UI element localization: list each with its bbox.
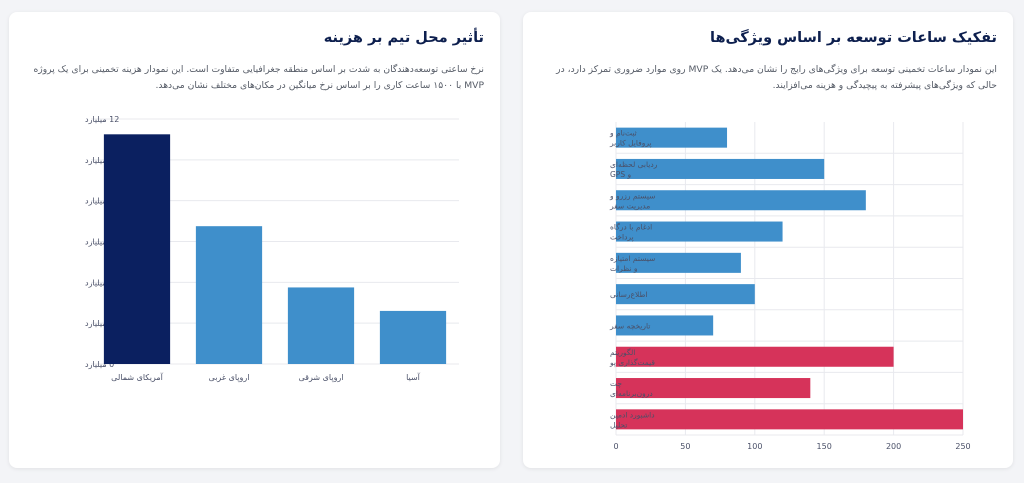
x-tick-label: 250 (955, 442, 970, 451)
y-tick-label: قیمت‌گذاری پو (609, 358, 655, 367)
y-tick-label: درون‌برنامه‌ای (610, 389, 653, 398)
x-tick-label: 100 (747, 442, 762, 451)
x-tick-label: آمریکای شمالی (111, 372, 163, 382)
y-tick-label: داشبورد ادمین (610, 410, 655, 419)
y-tick-label: تاریخچه سفر (609, 321, 650, 330)
y-tick-label: چت (610, 379, 622, 388)
y-tick-label: سیستم رزرو و (609, 191, 655, 200)
y-tick-label: 4 میلیارد (85, 278, 114, 287)
hbar-10 (616, 409, 963, 430)
location-cost-bar-chart: 0 میلیارد 2 میلیارد 4 میلیارد 6 میلیارد 8 می… (85, 115, 459, 382)
y-tick-label: ادغام با درگاه (610, 223, 652, 232)
x-tick-label: اروپای غربی (209, 373, 250, 382)
hbar-1 (616, 127, 728, 148)
y-tick-label: الگوریتم (610, 348, 635, 357)
left-card-description: نرخ ساعتی توسعه‌دهندگان به شدت بر اساس م… (33, 64, 484, 91)
bar-4 (379, 310, 447, 364)
y-tick-label: و GPS (610, 170, 631, 179)
x-tick-label: آسیا (406, 372, 421, 382)
y-tick-label: پروفایل کاربر (609, 139, 652, 148)
bar-2 (195, 226, 263, 364)
y-tick-label: مدیریت سفر (609, 201, 650, 210)
x-tick-label: 50 (680, 442, 690, 451)
y-tick-label: ثبت‌نام و (609, 129, 637, 138)
hbar-6 (616, 284, 755, 305)
bar-1 (103, 134, 171, 364)
left-card-title: تأثیر محل تیم بر هزینه (323, 30, 484, 46)
hbar-8 (616, 346, 894, 367)
bar-3 (287, 287, 355, 364)
hbar-3 (616, 190, 866, 211)
right-card-description: این نمودار ساعات تخمینی توسعه برای ویژگی… (556, 64, 997, 91)
hbar-9 (616, 378, 811, 399)
y-tick-label: 8 میلیارد (85, 197, 114, 206)
hbar-7 (616, 315, 714, 336)
x-tick-label: 200 (886, 442, 901, 451)
x-tick-label: 150 (817, 442, 832, 451)
y-tick-label: 2 میلیارد (85, 319, 114, 328)
right-card-title: تفکیک ساعات توسعه بر اساس ویژگی‌ها (710, 30, 997, 46)
y-tick-label: 0 میلیارد (85, 360, 114, 369)
hbar-2 (616, 158, 825, 179)
y-tick-label: اطلاع‌رسانی (610, 290, 648, 299)
y-tick-label: پرداخت (610, 233, 634, 242)
x-tick-label: اروپای شرقی (298, 373, 343, 382)
hbar-4 (616, 221, 783, 242)
y-tick-label: 12 میلیارد (85, 115, 119, 124)
team-location-cost-card: تأثیر محل تیم بر هزینه نرخ ساعتی توسعه‌د… (9, 12, 500, 468)
y-tick-label: و نظرات (610, 264, 638, 273)
hbar-5 (616, 252, 741, 273)
feature-hours-card: تفکیک ساعات توسعه بر اساس ویژگی‌ها این ن… (523, 12, 1013, 468)
y-tick-label: ردیابی لحظه‌ای (610, 160, 658, 169)
y-tick-label: تحلیل (610, 420, 627, 429)
y-tick-label: 10 میلیارد (85, 156, 119, 165)
x-tick-label: 0 (613, 442, 618, 451)
y-tick-label: 6 میلیارد (85, 238, 114, 247)
y-tick-label: سیستم امتیازه (610, 254, 655, 263)
